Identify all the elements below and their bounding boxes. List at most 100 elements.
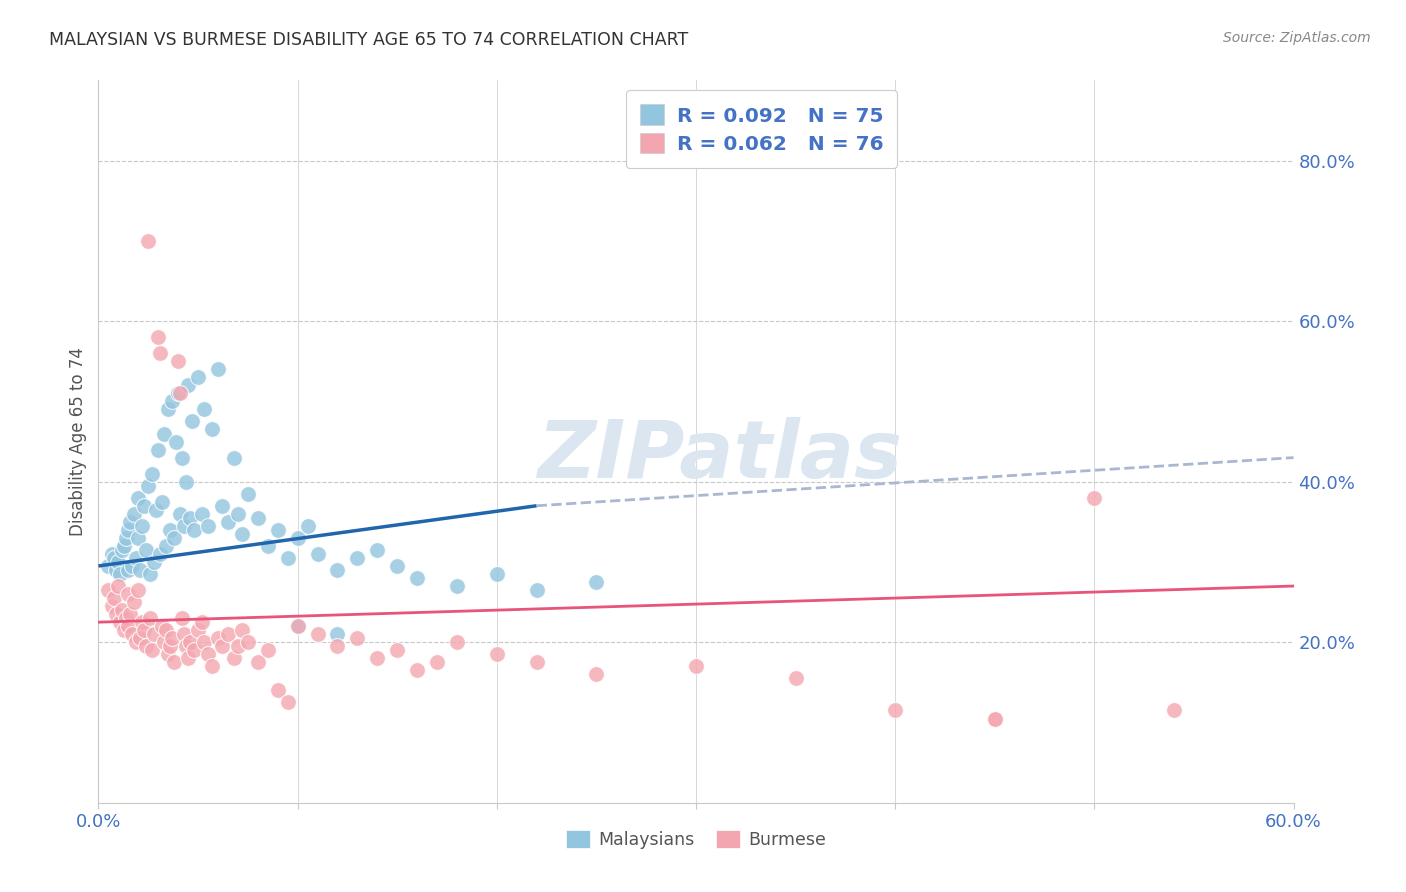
Point: [112, 539, 135, 553]
Point: [115, 611, 138, 625]
Point: [287, 619, 309, 633]
Point: [201, 422, 224, 436]
Point: [107, 555, 129, 569]
Point: [124, 507, 146, 521]
Point: [181, 414, 204, 428]
Point: [157, 648, 180, 662]
Point: [174, 639, 197, 653]
Point: [120, 515, 142, 529]
Point: [187, 623, 209, 637]
Point: [884, 703, 907, 717]
Point: [139, 611, 162, 625]
Point: [236, 635, 259, 649]
Point: [134, 623, 156, 637]
Point: [191, 615, 214, 630]
Point: [110, 567, 132, 582]
Point: [346, 632, 368, 646]
Point: [111, 542, 134, 557]
Point: [236, 486, 259, 500]
Point: [117, 563, 139, 577]
Point: [222, 450, 245, 465]
Point: [246, 510, 269, 524]
Point: [585, 667, 607, 681]
Point: [149, 547, 172, 561]
Y-axis label: Disability Age 65 to 74: Disability Age 65 to 74: [69, 347, 87, 536]
Point: [127, 583, 149, 598]
Point: [277, 550, 299, 566]
Point: [173, 518, 195, 533]
Point: [197, 648, 219, 662]
Point: [172, 611, 194, 625]
Point: [207, 362, 229, 376]
Text: MALAYSIAN VS BURMESE DISABILITY AGE 65 TO 74 CORRELATION CHART: MALAYSIAN VS BURMESE DISABILITY AGE 65 T…: [49, 31, 689, 49]
Point: [685, 659, 707, 673]
Point: [172, 450, 194, 465]
Point: [112, 623, 135, 637]
Point: [267, 683, 290, 698]
Point: [155, 539, 177, 553]
Point: [984, 712, 1007, 726]
Point: [346, 550, 368, 566]
Point: [145, 502, 167, 516]
Point: [111, 603, 134, 617]
Point: [173, 627, 195, 641]
Point: [297, 518, 319, 533]
Point: [143, 627, 166, 641]
Point: [246, 655, 269, 669]
Point: [217, 515, 239, 529]
Point: [143, 555, 166, 569]
Point: [167, 354, 190, 368]
Point: [167, 386, 190, 401]
Point: [97, 583, 120, 598]
Point: [187, 370, 209, 384]
Point: [163, 655, 186, 669]
Point: [150, 494, 173, 508]
Point: [103, 591, 125, 605]
Point: [287, 619, 309, 633]
Point: [117, 587, 139, 601]
Point: [136, 234, 159, 248]
Point: [127, 531, 149, 545]
Text: ZIPatlas: ZIPatlas: [537, 417, 903, 495]
Point: [984, 712, 1007, 726]
Text: Source: ZipAtlas.com: Source: ZipAtlas.com: [1223, 31, 1371, 45]
Point: [183, 643, 205, 657]
Point: [179, 635, 201, 649]
Point: [148, 442, 170, 457]
Point: [124, 595, 146, 609]
Point: [446, 635, 468, 649]
Point: [141, 643, 163, 657]
Point: [426, 655, 449, 669]
Point: [526, 655, 548, 669]
Point: [134, 499, 156, 513]
Point: [117, 523, 139, 537]
Point: [222, 651, 245, 665]
Point: [307, 547, 329, 561]
Point: [105, 563, 128, 577]
Point: [1083, 491, 1105, 505]
Point: [148, 330, 170, 344]
Point: [117, 619, 139, 633]
Point: [141, 467, 163, 481]
Point: [231, 526, 253, 541]
Point: [115, 531, 138, 545]
Point: [446, 579, 468, 593]
Point: [139, 567, 162, 582]
Point: [217, 627, 239, 641]
Point: [105, 607, 128, 621]
Point: [585, 574, 607, 589]
Legend: Malaysians, Burmese: Malaysians, Burmese: [558, 823, 834, 855]
Point: [211, 499, 233, 513]
Point: [131, 615, 153, 630]
Point: [193, 402, 215, 417]
Point: [136, 478, 159, 492]
Point: [121, 558, 143, 574]
Point: [177, 378, 200, 392]
Point: [125, 550, 148, 566]
Point: [277, 696, 299, 710]
Point: [201, 659, 224, 673]
Point: [485, 567, 508, 582]
Point: [97, 558, 120, 574]
Point: [526, 583, 548, 598]
Point: [406, 571, 429, 585]
